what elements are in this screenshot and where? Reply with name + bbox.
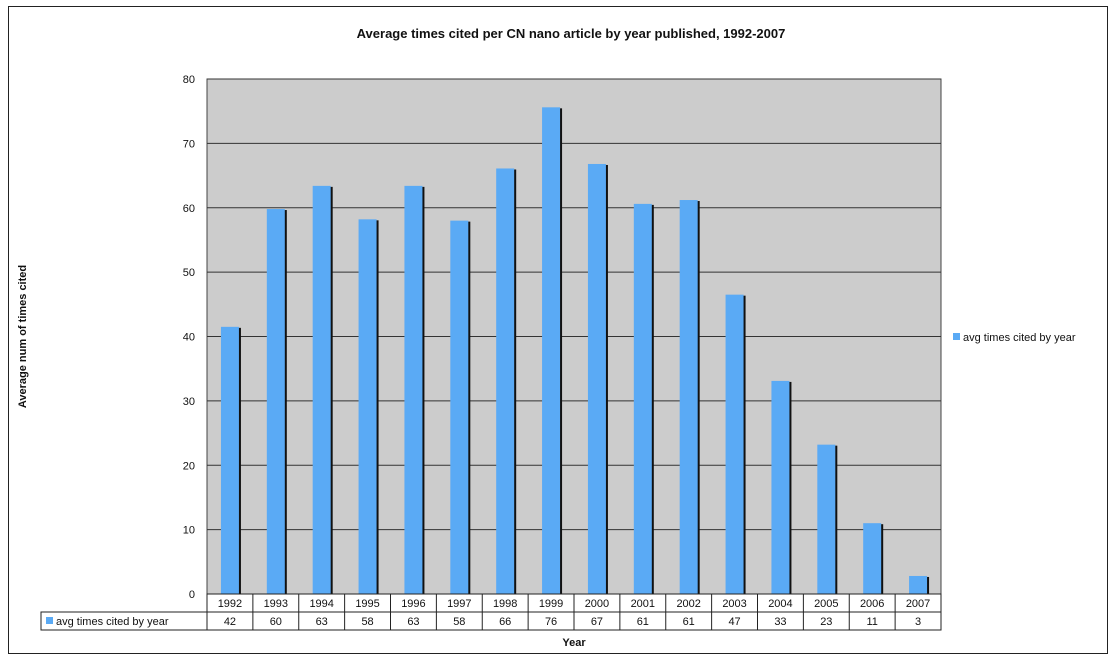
category-label: 2004 [768,598,792,610]
data-label: 11 [866,616,877,628]
chart-svg: Average times cited per CN nano article … [17,26,1076,649]
bar [909,575,928,594]
bar [817,444,836,594]
bar [220,326,239,594]
data-label: 61 [637,616,649,628]
y-tick-label: 40 [183,332,195,344]
y-tick-label: 0 [189,589,195,601]
category-label: 2001 [631,598,655,610]
category-label: 1995 [355,598,379,610]
category-label: 2003 [722,598,746,610]
category-label: 2002 [676,598,700,610]
category-label: 2006 [860,598,884,610]
x-axis-title: Year [562,637,586,649]
data-label: 76 [545,616,557,628]
category-label: 2005 [814,598,838,610]
bar [404,185,423,595]
bar [312,185,331,595]
legend-label: avg times cited by year [963,332,1076,344]
data-label: 33 [774,616,786,628]
bar [542,107,561,594]
data-label: 23 [820,616,832,628]
y-tick-label: 70 [183,138,195,150]
bar [496,168,515,594]
y-tick-label: 30 [183,396,195,408]
category-label: 1999 [539,598,563,610]
y-tick-label: 10 [183,525,195,537]
y-tick-label: 60 [183,203,195,215]
category-label: 2000 [585,598,609,610]
data-label: 3 [915,616,921,628]
category-label: 1993 [264,598,288,610]
table-series-name: avg times cited by year [56,616,169,628]
data-label: 58 [361,616,373,628]
data-label: 42 [224,616,236,628]
bar [450,220,469,594]
y-tick-label: 20 [183,460,195,472]
bar [633,203,652,594]
bar [679,200,698,594]
category-label: 2007 [906,598,930,610]
legend-key [953,333,960,340]
bar [725,294,744,594]
chart-title: Average times cited per CN nano article … [357,26,786,41]
y-tick-label: 50 [183,267,195,279]
bar [358,219,377,594]
data-label: 61 [683,616,695,628]
category-label: 1992 [218,598,242,610]
category-label: 1998 [493,598,517,610]
data-label: 60 [270,616,282,628]
data-label: 67 [591,616,603,628]
y-tick-label: 80 [183,74,195,86]
category-label: 1997 [447,598,471,610]
bar [587,163,606,594]
y-axis-title: Average num of times cited [17,265,29,408]
bar [266,209,285,594]
bar [863,523,882,594]
category-label: 1996 [401,598,425,610]
table-value-row [40,611,942,631]
chart-frame: Average times cited per CN nano article … [8,6,1108,654]
data-label: 63 [407,616,419,628]
data-label: 63 [316,616,328,628]
data-label: 47 [728,616,740,628]
table-legend-key [46,617,53,624]
bar [771,380,790,594]
data-label: 66 [499,616,511,628]
category-label: 1994 [309,598,333,610]
data-label: 58 [453,616,465,628]
